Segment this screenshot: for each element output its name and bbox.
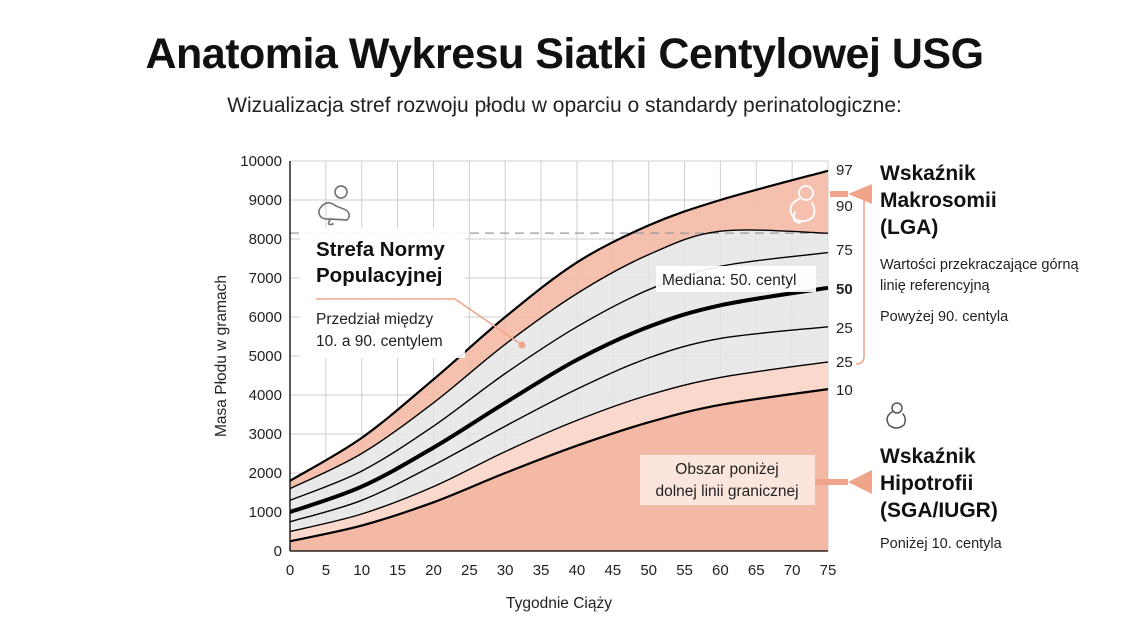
x-tick-label: 30 xyxy=(497,562,514,579)
norm-leader-line xyxy=(454,298,523,346)
sga-pointer-tip xyxy=(848,470,872,494)
centile-label: 97 xyxy=(836,162,853,179)
sga-pointer-bar xyxy=(815,479,848,485)
sga-callout: Wskaźnik Hipotrofii (SGA/IUGR) Poniżej 1… xyxy=(880,443,1090,555)
series-line-3 xyxy=(289,285,829,514)
lga-callout: Wskaźnik Makrosomii (LGA) Wartości przek… xyxy=(880,160,1090,328)
norm-leader-dot xyxy=(518,341,526,349)
centile-label: 90 xyxy=(836,198,853,215)
norm-annotation-bg xyxy=(300,228,465,358)
median-label: Mediana: 50. centyl xyxy=(662,272,796,289)
lga-text: Wartości przekraczające górną linię refe… xyxy=(880,257,1079,294)
series-line-5 xyxy=(289,361,829,533)
y-tick-label: 6000 xyxy=(249,309,282,326)
y-tick-label: 1000 xyxy=(249,504,282,521)
series-line-0 xyxy=(289,169,829,482)
centile-label: 50 xyxy=(836,281,853,298)
x-tick-label: 35 xyxy=(533,562,550,579)
centile-label: 25 xyxy=(836,354,853,371)
x-tick-label: 70 xyxy=(784,562,801,579)
y-tick-label: 4000 xyxy=(249,387,282,404)
page-subtitle: Wizualizacja stref rozwoju płodu w oparc… xyxy=(227,94,902,117)
x-tick-label: 5 xyxy=(322,562,330,579)
y-tick-label: 5000 xyxy=(249,348,282,365)
centile-label: 75 xyxy=(836,242,853,259)
norm-title-line2: Populacyjnej xyxy=(316,264,442,287)
x-tick-label: 50 xyxy=(640,562,657,579)
norm-text-line2: 10. a 90. centylem xyxy=(316,333,443,350)
median-label-bg xyxy=(656,266,816,292)
below-label-line2: dolnej linii granicznej xyxy=(655,483,798,500)
x-tick-label: 15 xyxy=(389,562,406,579)
y-tick-label: 2000 xyxy=(249,465,282,482)
x-tick-label: 40 xyxy=(569,562,586,579)
x-tick-label: 55 xyxy=(676,562,693,579)
fetus-icon-body xyxy=(789,198,816,223)
series-line-1 xyxy=(289,229,829,490)
fetus-icon-head xyxy=(798,185,814,201)
x-tick-label: 65 xyxy=(748,562,765,579)
y-tick-label: 8000 xyxy=(249,231,282,248)
y-tick-label: 7000 xyxy=(249,270,282,287)
lga-text2: Powyżej 90. centyla xyxy=(880,309,1009,325)
y-tick-label: 10000 xyxy=(240,153,282,170)
lga-title: Wskaźnik Makrosomii (LGA) xyxy=(880,162,997,239)
below-label-bg xyxy=(640,455,815,505)
mother-baby-icon-hand xyxy=(327,219,334,226)
x-tick-label: 0 xyxy=(286,562,294,579)
y-axis-title: Masa Płodu w gramach xyxy=(213,275,230,437)
y-tick-label: 3000 xyxy=(249,426,282,443)
fetus-small-icon-body xyxy=(886,411,907,429)
fetus-small-icon xyxy=(886,402,907,429)
mother-baby-icon-head xyxy=(334,185,348,199)
band-sga xyxy=(290,389,828,551)
lga-pointer-tip xyxy=(848,184,872,204)
fetus-icon-leg xyxy=(792,211,801,224)
fetus-icon xyxy=(789,185,816,224)
page-title: Anatomia Wykresu Siatki Centylowej USG xyxy=(145,30,984,78)
norm-text-line1: Przedział między xyxy=(316,311,433,328)
x-tick-label: 75 xyxy=(820,562,837,579)
x-tick-label: 20 xyxy=(425,562,442,579)
y-tick-label: 9000 xyxy=(249,192,282,209)
fetus-small-icon-head xyxy=(891,402,903,414)
x-tick-label: 45 xyxy=(604,562,621,579)
sga-text: Poniżej 10. centyla xyxy=(880,536,1002,552)
below-label-line1: Obszar poniżej xyxy=(675,461,778,478)
norm-title-line1: Strefa Normy xyxy=(316,238,445,261)
mother-baby-icon xyxy=(318,185,351,226)
mother-baby-icon-body xyxy=(318,201,351,221)
series-line-4 xyxy=(289,326,829,523)
band-norm xyxy=(290,229,828,532)
x-axis-title: Tygodnie Ciąży xyxy=(506,595,612,612)
lga-pointer-bar xyxy=(830,191,848,197)
x-tick-label: 25 xyxy=(461,562,478,579)
series-line-6 xyxy=(289,388,829,543)
sga-title: Wskaźnik Hipotrofii (SGA/IUGR) xyxy=(880,445,998,522)
centile-label: 10 xyxy=(836,382,853,399)
centile-label: 25 xyxy=(836,320,853,337)
lga-bracket xyxy=(855,191,865,365)
x-tick-label: 10 xyxy=(353,562,370,579)
y-tick-label: 0 xyxy=(274,543,282,560)
x-tick-label: 60 xyxy=(712,562,729,579)
